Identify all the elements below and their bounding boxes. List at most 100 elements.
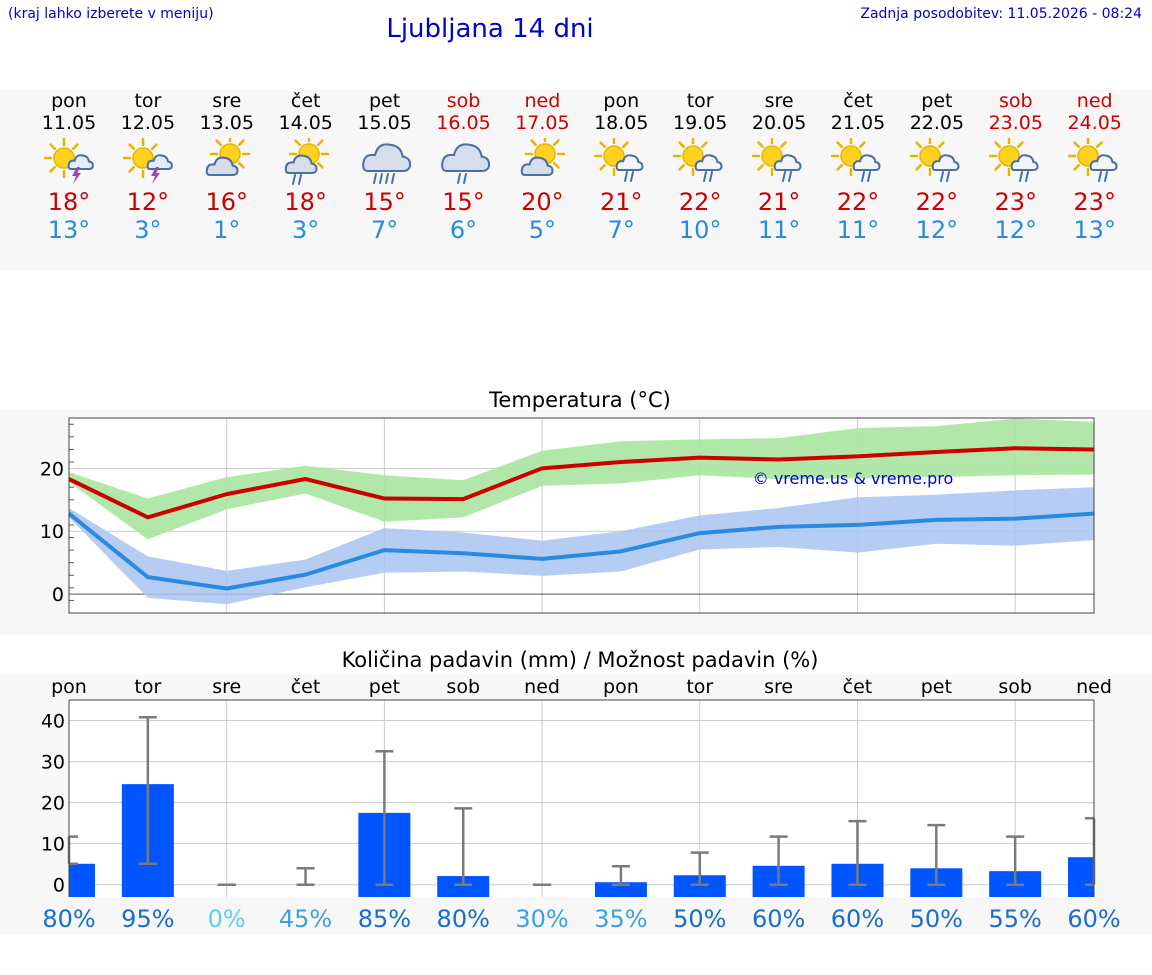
- day-date: 24.05: [1067, 112, 1122, 134]
- max-temperature: 22°: [915, 188, 959, 216]
- forecast-day: pet 15.05 15° 7°: [345, 90, 425, 244]
- forecast-day: sre 13.05 16° 1°: [187, 90, 267, 244]
- category-label: čet: [843, 676, 873, 698]
- category-label: pet: [369, 676, 400, 698]
- max-temperature: 23°: [994, 188, 1038, 216]
- day-date: 20.05: [751, 112, 807, 134]
- sun-cloud-rain-icon: [284, 138, 329, 185]
- day-date: 23.05: [988, 112, 1043, 134]
- day-date: 19.05: [672, 112, 728, 134]
- min-temperature: 11°: [836, 216, 880, 244]
- min-temperature: 11°: [757, 216, 801, 244]
- precipitation-probability: 35%: [594, 905, 647, 933]
- category-label: pon: [51, 676, 87, 698]
- day-date: 21.05: [830, 112, 886, 134]
- day-name: sre: [764, 90, 794, 112]
- precipitation-bar: [1068, 857, 1094, 897]
- precipitation-bar: [673, 875, 726, 897]
- category-label: tor: [134, 676, 161, 698]
- max-temperature: 20°: [521, 188, 564, 216]
- sun-cloud-light-rain-icon: [673, 138, 723, 182]
- forecast-day: sob 23.05 23° 12°: [976, 90, 1056, 244]
- day-name: ned: [524, 90, 561, 112]
- forecast-day: sre 20.05 21° 11°: [739, 90, 819, 244]
- y-tick-label: 40: [41, 711, 65, 733]
- min-temperature-band: [69, 487, 1094, 605]
- day-name: ned: [1076, 90, 1113, 112]
- precipitation-probability: 60%: [1067, 905, 1120, 933]
- category-label: sre: [764, 676, 793, 698]
- category-label: ned: [1076, 676, 1112, 698]
- max-temperature: 18°: [47, 188, 91, 216]
- min-temperature: 3°: [134, 216, 162, 244]
- forecast-day: pon 11.05 18° 13°: [29, 90, 109, 244]
- region-hint: (kraj lahko izberete v meniju): [8, 6, 214, 22]
- forecast-day: pon 18.05 21° 7°: [581, 90, 661, 244]
- category-label: pon: [603, 676, 639, 698]
- cloud-rain-icon: [361, 143, 411, 184]
- sun-cloud-light-rain-icon: [594, 138, 644, 182]
- max-temperature-line: [68, 446, 1095, 520]
- sun-cloud-light-rain-icon: [988, 138, 1039, 182]
- max-temperature: 15°: [442, 188, 485, 216]
- y-tick-label: 10: [40, 521, 64, 543]
- precipitation-probability: 60%: [831, 905, 884, 933]
- day-name: sre: [212, 90, 242, 112]
- forecast-band: [0, 90, 1152, 270]
- forecast-day: pet 22.05 22° 12°: [897, 90, 977, 244]
- min-temperature: 12°: [994, 216, 1038, 244]
- forecast-day: ned 17.05 20° 5°: [502, 90, 582, 244]
- forecast-day: čet 14.05 18° 3°: [266, 90, 346, 244]
- sun-cloud-thunder-icon: [43, 138, 94, 184]
- day-name: tor: [134, 90, 162, 112]
- day-date: 12.05: [120, 112, 176, 134]
- precipitation-probability: 30%: [515, 905, 568, 933]
- day-date: 11.05: [41, 112, 97, 134]
- min-temperature: 6°: [449, 216, 478, 244]
- sun-cloud-thunder-icon: [122, 138, 173, 184]
- day-date: 18.05: [594, 112, 649, 134]
- precipitation-chart-title: Količina padavin (mm) / Možnost padavin …: [341, 648, 819, 672]
- y-tick-label: 30: [41, 752, 65, 774]
- max-temperature: 16°: [205, 188, 249, 216]
- forecast-day: ned 24.05 23° 13°: [1055, 90, 1135, 244]
- min-temperature: 3°: [292, 216, 320, 244]
- sun-cloud-light-rain-icon: [831, 138, 881, 182]
- min-temperature: 7°: [607, 216, 635, 244]
- min-temperature: 12°: [915, 216, 959, 244]
- max-temperature: 23°: [1073, 188, 1116, 216]
- category-label: pet: [921, 676, 952, 698]
- precipitation-probability: 55%: [988, 905, 1041, 933]
- max-temperature-band: [69, 418, 1094, 540]
- cloud-light-rain-icon: [440, 143, 490, 184]
- min-temperature-line: [67, 511, 1095, 591]
- max-temperature: 22°: [678, 188, 722, 216]
- precipitation-probability: 80%: [437, 905, 490, 933]
- precipitation-probability: 45%: [279, 905, 332, 933]
- min-temperature: 7°: [370, 216, 399, 244]
- min-temperature: 13°: [47, 216, 91, 244]
- page-title: Ljubljana 14 dni: [386, 14, 594, 44]
- min-temperature: 10°: [678, 216, 722, 244]
- temperature-chart-title: Temperatura (°C): [489, 388, 671, 412]
- precipitation-probability: 50%: [910, 905, 963, 933]
- sun-cloud-light-rain-icon: [909, 138, 960, 182]
- day-name: sob: [999, 90, 1033, 112]
- category-label: sob: [446, 676, 480, 698]
- min-temperature: 5°: [528, 216, 557, 244]
- sun-cloud-light-rain-icon: [1067, 138, 1118, 182]
- day-date: 14.05: [278, 112, 333, 134]
- day-name: sob: [446, 90, 481, 112]
- day-name: čet: [290, 90, 321, 112]
- max-temperature: 21°: [757, 188, 801, 216]
- day-date: 17.05: [515, 112, 570, 134]
- plot-frame: [68, 417, 1095, 614]
- max-temperature: 22°: [836, 188, 880, 216]
- day-name: pet: [921, 90, 953, 112]
- precipitation-chart: pon tor sre čet pet sob ned pon tor sre čet pet sob n…: [41, 676, 1121, 933]
- precipitation-probability: 0%: [208, 905, 246, 933]
- temperature-chart: 0 10 20 © vreme.us & vreme.pro: [40, 417, 1095, 614]
- sun-cloud-icon: [521, 138, 566, 176]
- precipitation-bar: [69, 863, 95, 897]
- category-label: ned: [524, 676, 560, 698]
